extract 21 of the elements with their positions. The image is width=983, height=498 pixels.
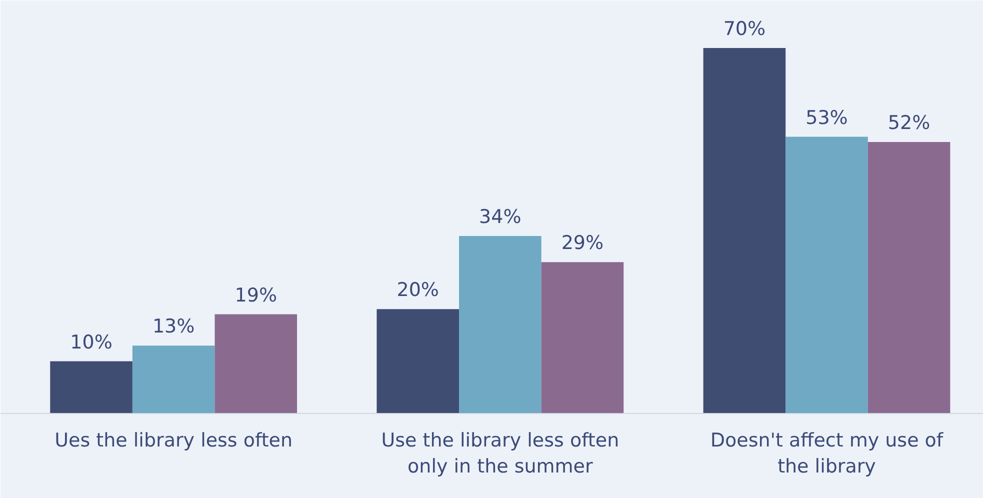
- data-label: 29%: [561, 232, 604, 254]
- data-label: 10%: [70, 331, 112, 354]
- bar: [214, 314, 298, 414]
- x-tick-label: Ues the library less often: [54, 430, 293, 452]
- bar: [459, 236, 542, 414]
- data-label: 19%: [234, 284, 278, 306]
- bar: [376, 309, 460, 414]
- x-tick-label: Use the library less often only in the summer: [381, 430, 620, 478]
- data-label: 34%: [479, 206, 522, 228]
- bar: [786, 136, 868, 414]
- bar: [50, 361, 132, 414]
- data-label: 13%: [152, 316, 195, 338]
- bar: [132, 346, 215, 414]
- x-tick-label: Doesn't affect my use of the library: [710, 430, 944, 478]
- data-label: 70%: [723, 18, 766, 40]
- data-label: 53%: [806, 106, 848, 129]
- bar: [541, 262, 624, 414]
- data-label: 20%: [396, 279, 439, 302]
- bar: [868, 142, 950, 414]
- data-label: 52%: [888, 112, 930, 134]
- bar: [703, 48, 786, 414]
